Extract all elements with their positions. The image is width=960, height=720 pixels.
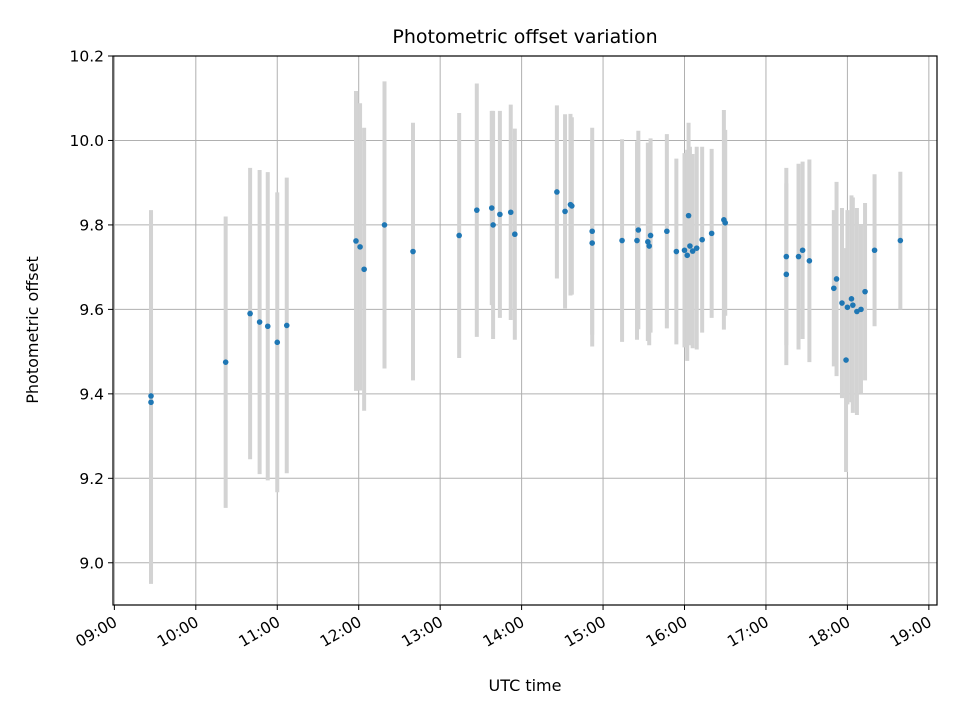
x-axis-label: UTC time <box>489 676 562 695</box>
data-point <box>634 237 640 244</box>
data-point <box>256 319 263 325</box>
data-point <box>619 237 625 244</box>
y-tick-label: 9.6 <box>79 301 104 319</box>
data-point <box>858 306 864 313</box>
data-point <box>831 285 837 292</box>
data-point <box>848 296 855 302</box>
data-point <box>274 339 281 346</box>
data-point <box>562 208 568 215</box>
data-point <box>844 304 851 311</box>
data-point <box>569 203 575 209</box>
data-point <box>693 245 700 251</box>
data-point <box>708 230 715 237</box>
data-point <box>247 310 253 317</box>
y-tick-label: 9.0 <box>79 554 104 572</box>
y-tick-label: 10.2 <box>69 48 104 66</box>
data-point <box>488 205 495 211</box>
data-point <box>871 247 878 254</box>
data-point <box>645 239 651 245</box>
data-point <box>795 253 802 260</box>
plot-frame <box>112 55 938 606</box>
y-axis-label: Photometric offset <box>23 256 42 404</box>
data-point <box>148 393 154 399</box>
data-point <box>664 228 670 235</box>
data-point <box>589 240 595 246</box>
data-point <box>833 276 840 282</box>
data-point <box>806 258 813 264</box>
data-point <box>554 189 560 195</box>
data-point <box>361 266 367 273</box>
data-point <box>283 322 290 329</box>
chart-title: Photometric offset variation <box>392 26 657 48</box>
data-point <box>685 212 692 219</box>
data-point <box>687 243 693 249</box>
data-point <box>783 253 790 260</box>
data-point <box>497 211 503 218</box>
data-point <box>507 209 514 216</box>
data-points <box>148 189 904 406</box>
data-point <box>148 399 154 406</box>
y-tick-label: 9.4 <box>79 385 104 403</box>
data-point <box>357 244 363 250</box>
data-point <box>839 300 845 306</box>
y-tick-label: 9.2 <box>79 470 104 488</box>
data-point <box>490 222 496 228</box>
y-tick-label: 9.8 <box>79 216 104 234</box>
data-point <box>722 220 729 226</box>
y-tick-label: 10.0 <box>69 132 104 150</box>
data-point <box>264 323 271 330</box>
data-point <box>850 302 856 308</box>
data-point <box>456 232 462 239</box>
data-point <box>843 357 849 363</box>
data-point <box>647 232 654 239</box>
data-point <box>222 359 229 365</box>
data-point <box>673 248 680 255</box>
data-point <box>589 228 595 235</box>
data-point <box>681 247 688 254</box>
data-point <box>512 231 518 238</box>
data-point <box>474 207 480 213</box>
data-point <box>862 288 868 295</box>
data-point <box>897 237 904 244</box>
data-point <box>646 243 653 249</box>
data-point <box>353 238 359 244</box>
data-point <box>635 227 642 233</box>
data-point <box>410 248 416 255</box>
data-point <box>799 247 806 254</box>
data-point <box>699 236 705 243</box>
data-point <box>381 222 388 228</box>
data-point <box>684 252 691 259</box>
data-point <box>783 271 790 278</box>
data-point <box>689 248 696 254</box>
